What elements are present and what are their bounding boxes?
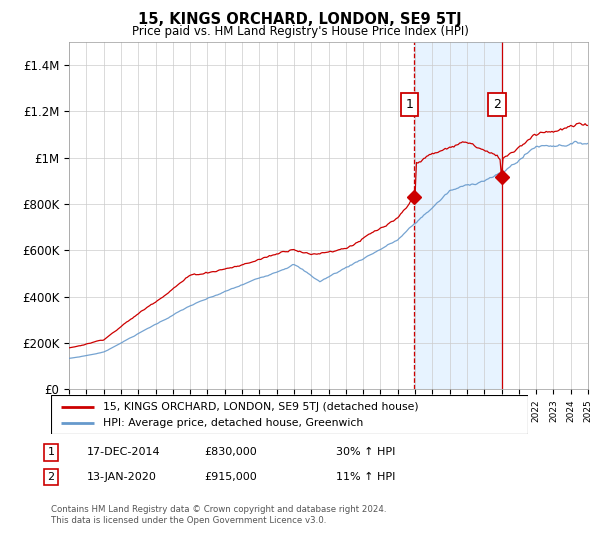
Text: 15, KINGS ORCHARD, LONDON, SE9 5TJ: 15, KINGS ORCHARD, LONDON, SE9 5TJ: [138, 12, 462, 27]
Text: £830,000: £830,000: [204, 447, 257, 458]
Text: £915,000: £915,000: [204, 472, 257, 482]
Text: Price paid vs. HM Land Registry's House Price Index (HPI): Price paid vs. HM Land Registry's House …: [131, 25, 469, 38]
Text: Contains HM Land Registry data © Crown copyright and database right 2024.
This d: Contains HM Land Registry data © Crown c…: [51, 505, 386, 525]
Text: HPI: Average price, detached house, Greenwich: HPI: Average price, detached house, Gree…: [103, 418, 364, 428]
Text: 13-JAN-2020: 13-JAN-2020: [87, 472, 157, 482]
Text: 15, KINGS ORCHARD, LONDON, SE9 5TJ (detached house): 15, KINGS ORCHARD, LONDON, SE9 5TJ (deta…: [103, 402, 419, 412]
Text: 1: 1: [47, 447, 55, 458]
Text: 2: 2: [47, 472, 55, 482]
Text: 30% ↑ HPI: 30% ↑ HPI: [336, 447, 395, 458]
Text: 17-DEC-2014: 17-DEC-2014: [87, 447, 161, 458]
Text: 1: 1: [406, 98, 413, 111]
Text: 11% ↑ HPI: 11% ↑ HPI: [336, 472, 395, 482]
Bar: [415, 42, 502, 389]
Text: 2: 2: [493, 98, 502, 111]
